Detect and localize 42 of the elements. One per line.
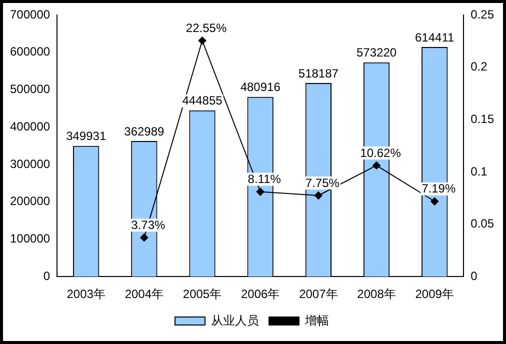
x-tick-label: 2008年 (357, 287, 396, 302)
data-label: 614411 (415, 30, 454, 44)
legend-label: 从业人员 (211, 313, 259, 328)
data-label: 22.55% (186, 20, 227, 35)
point (314, 192, 322, 200)
data-label: 444855 (182, 94, 223, 108)
y2-tick-label: 0 (470, 268, 478, 283)
y-tick-label: 400000 (10, 119, 50, 134)
data-label: 3.73% (131, 218, 166, 232)
y-tick-label: 300000 (10, 156, 50, 171)
x-tick-label: 2007年 (299, 287, 338, 302)
point (198, 36, 206, 45)
y-tick-label: 100000 (10, 232, 50, 246)
y-tick-label: 0 (43, 268, 50, 283)
point (430, 197, 439, 206)
data-label: 480916 (240, 80, 281, 94)
x-tick-label: 2004年 (124, 287, 164, 302)
y-tick-label: 600000 (10, 44, 50, 59)
point (140, 234, 148, 242)
data-label: 349931 (66, 129, 106, 144)
x-tick-label: 2006年 (240, 287, 280, 302)
point (256, 188, 264, 196)
y-tick-label: 200000 (10, 194, 50, 208)
y2-tick-label: 0.25 (470, 7, 494, 22)
point (372, 161, 381, 170)
y2-tick-label: 0.2 (470, 60, 488, 74)
data-label: 362989 (124, 124, 165, 138)
x-tick-label: 2009年 (415, 287, 454, 302)
data-label: 10.62% (360, 146, 402, 160)
legend-label: 增幅 (304, 313, 329, 328)
y-tick-label: 700000 (10, 7, 50, 22)
y2-tick-label: 0.05 (470, 216, 494, 231)
x-tick-label: 2005年 (182, 287, 222, 302)
y-tick-label: 500000 (10, 82, 50, 96)
data-label: 573220 (356, 46, 397, 60)
data-label: 7.75% (305, 176, 340, 190)
x-tick-label: 2003年 (66, 287, 106, 302)
data-label: 7.19% (422, 182, 456, 196)
data-label: 8.11% (248, 172, 282, 186)
data-label: 518187 (298, 66, 339, 80)
y2-tick-label: 0.15 (470, 112, 494, 126)
y2-tick-label: 0.1 (470, 164, 488, 178)
